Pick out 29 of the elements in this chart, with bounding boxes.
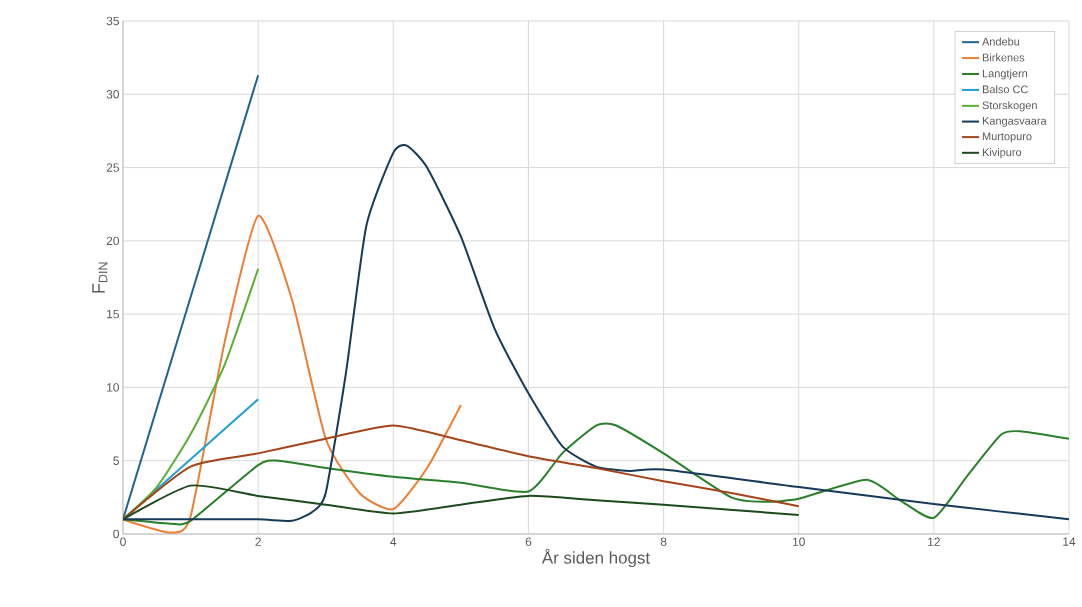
y-tick-label: 20 bbox=[106, 236, 120, 246]
x-tick-label: 10 bbox=[792, 537, 805, 546]
x-tick-label: 0 bbox=[120, 537, 126, 546]
x-tick-label: 14 bbox=[1063, 537, 1076, 546]
legend-label: Kangasvaara bbox=[982, 117, 1047, 127]
x-tick-label: 4 bbox=[390, 537, 397, 546]
y-tick-label: 35 bbox=[106, 16, 119, 26]
line-series bbox=[123, 144, 1070, 522]
x-tick-label: 6 bbox=[525, 537, 532, 546]
legend-label: Murtopuro bbox=[982, 132, 1032, 143]
y-tick-label: 10 bbox=[107, 383, 120, 392]
legend-label: Balso CC bbox=[982, 85, 1028, 94]
line-series bbox=[123, 214, 462, 534]
x-tick-label: 12 bbox=[928, 537, 940, 546]
y-tick-label: 0 bbox=[113, 529, 120, 539]
line-series bbox=[123, 484, 800, 521]
x-tick-label: 8 bbox=[660, 537, 667, 546]
y-tick-label: 30 bbox=[106, 90, 120, 99]
x-axis-title: År siden hogst bbox=[541, 548, 650, 568]
x-tick-label: 2 bbox=[255, 537, 261, 546]
legend-label: Birkenes bbox=[982, 53, 1025, 62]
legend-label: Andebu bbox=[982, 37, 1020, 46]
y-tick-label: 5 bbox=[113, 456, 119, 465]
legend-label: Storskogen bbox=[982, 101, 1037, 112]
y-tick-label: 25 bbox=[106, 163, 119, 172]
legend-label: Kivipuro bbox=[982, 148, 1022, 159]
y-axis-title: F$_{DIN}$ bbox=[92, 262, 108, 293]
legend-label: Langtjern bbox=[982, 69, 1028, 80]
y-tick-label: 15 bbox=[107, 309, 119, 319]
